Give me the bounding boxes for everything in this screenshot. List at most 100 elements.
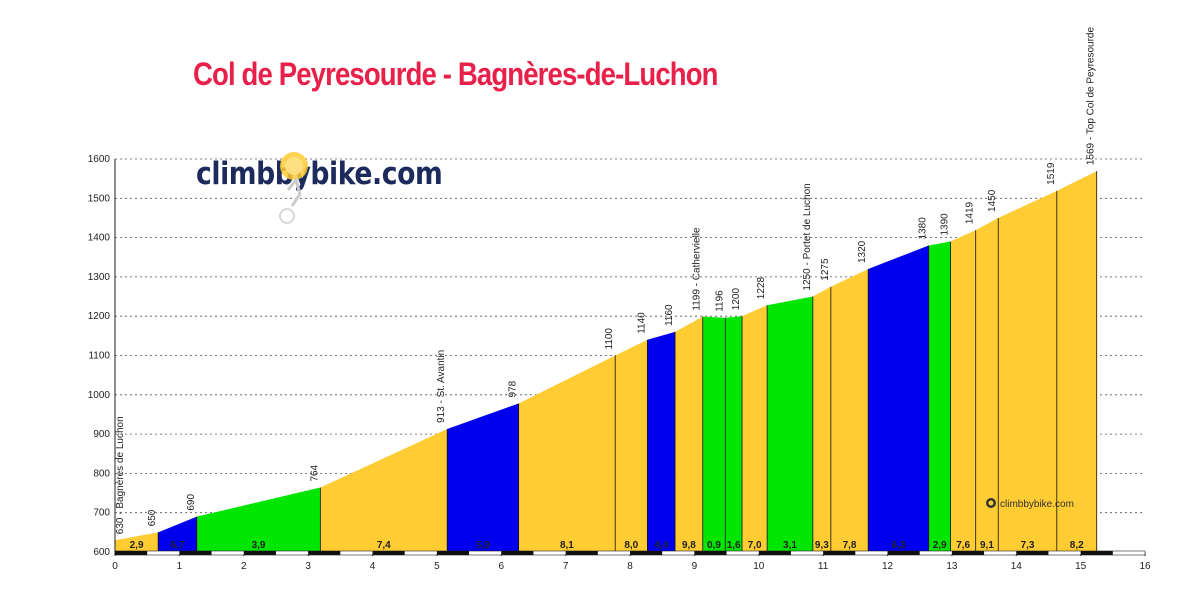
profile-segment (115, 532, 159, 552)
km-bar-block (1016, 551, 1049, 555)
profile-segment (615, 339, 648, 552)
profile-segment (158, 516, 197, 552)
grade-label: 6,3 (891, 540, 905, 551)
km-bar-block (179, 551, 212, 555)
grade-label: 2,9 (933, 540, 947, 551)
elevation-label: 1200 (731, 288, 742, 311)
km-bar-block (436, 551, 470, 555)
x-tick-label: 2 (241, 561, 247, 572)
profile-segment (320, 428, 448, 552)
profile-segments (115, 171, 1098, 553)
elevation-label: 1419 (965, 201, 976, 224)
elevation-label: 1228 (756, 277, 767, 300)
profile-segment (742, 305, 768, 552)
y-tick-label: 600 (93, 547, 110, 558)
x-tick-label: 9 (692, 561, 698, 572)
grade-label: 1,6 (727, 540, 741, 551)
grade-label: 8,1 (560, 540, 574, 551)
elevation-label: 1380 (918, 217, 929, 240)
km-bar-block (115, 551, 148, 555)
small-watermark-text: climbbybike.com (1000, 499, 1074, 510)
profile-segment (725, 316, 743, 552)
y-tick-label: 1200 (88, 311, 111, 322)
grade-label: 7,6 (956, 540, 970, 551)
elevation-label: 1390 (940, 213, 951, 236)
grade-label: 7,0 (748, 540, 762, 551)
km-bar-block (758, 551, 791, 555)
elevation-label: 1320 (857, 240, 868, 263)
page-title: Col de Peyresourde - Bagnères-de-Luchon (193, 56, 718, 92)
profile-segment (647, 331, 676, 552)
grade-label: 0,9 (707, 540, 721, 551)
y-tick-label: 1000 (88, 390, 111, 401)
watermark-text: climbbybike.com (196, 156, 443, 192)
profile-segment (868, 245, 929, 552)
x-tick-label: 1 (177, 561, 183, 572)
grade-label: 6,7 (170, 540, 184, 551)
grade-label: 3,9 (252, 540, 266, 551)
profile-segment (767, 296, 813, 552)
elevation-label: 1275 (820, 258, 831, 281)
profile-segment (975, 217, 999, 552)
elevation-label: 650 (147, 509, 158, 526)
x-tick-label: 6 (498, 561, 504, 572)
profile-segment (928, 241, 951, 552)
km-bar-block (887, 551, 920, 555)
x-tick-label: 5 (434, 561, 440, 572)
grade-label: 9,3 (815, 540, 829, 551)
profile-segment (518, 355, 616, 552)
elevation-label: 1250 - Portet de Luchon (802, 183, 813, 290)
x-tick-label: 16 (1139, 561, 1151, 572)
grade-label: 4,4 (654, 540, 668, 551)
elevation-label: 1519 (1046, 162, 1057, 185)
grade-label: 7,8 (843, 540, 857, 551)
profile-segment (812, 286, 831, 552)
y-tick-label: 800 (93, 468, 110, 479)
y-tick-label: 1300 (88, 272, 111, 283)
elevation-label: 764 (309, 464, 320, 481)
x-tick-label: 3 (305, 561, 311, 572)
y-tick-label: 1600 (88, 154, 111, 165)
profile-segment (447, 403, 519, 552)
profile-segment (998, 190, 1057, 552)
km-bar-block (243, 551, 276, 555)
grade-label: 9,8 (682, 540, 696, 551)
profile-segment (1056, 171, 1097, 553)
x-tick-label: 4 (370, 561, 376, 572)
small-watermark: climbbybike.com (986, 498, 1074, 510)
x-tick-label: 0 (112, 561, 118, 572)
kilometer-bar (114, 550, 1146, 556)
km-bar-block (694, 551, 727, 555)
elevation-label: 1160 (664, 304, 675, 326)
y-tick-label: 700 (93, 508, 110, 519)
x-tick-label: 10 (753, 561, 765, 572)
km-bar-block (630, 551, 663, 555)
grade-label: 8,2 (1070, 540, 1084, 551)
profile-segment (675, 316, 703, 552)
profile-segment (950, 230, 976, 552)
x-tick-label: 14 (1011, 561, 1023, 572)
grade-label: 3,1 (783, 540, 797, 551)
grade-label: 2,9 (130, 540, 144, 551)
elevation-label: 1196 (714, 290, 725, 312)
elevation-label: 1140 (636, 312, 647, 334)
km-bar-block (372, 551, 405, 555)
km-bar-block (951, 551, 985, 555)
grade-label: 8,0 (624, 540, 638, 551)
y-tick-label: 1100 (88, 351, 110, 362)
profile-segment (702, 316, 726, 552)
watermark: climbbybike.com (196, 156, 443, 192)
profile-segment (196, 487, 321, 552)
elevation-label: 1100 (604, 328, 615, 350)
profile-segment (830, 269, 869, 552)
elevation-label: 1450 (987, 189, 998, 212)
elevation-label: 1569 - Top Col de Peyresourde (1086, 27, 1097, 166)
x-tick-label: 12 (882, 561, 894, 572)
elevation-label: 630 - Bagnères de Luchon (115, 416, 126, 534)
y-tick-label: 900 (93, 429, 110, 440)
y-tick-label: 1400 (88, 233, 111, 244)
cyclist-logo-icon (279, 152, 308, 224)
grade-label: 5,9 (476, 540, 490, 551)
y-tick-label: 1500 (88, 193, 111, 204)
